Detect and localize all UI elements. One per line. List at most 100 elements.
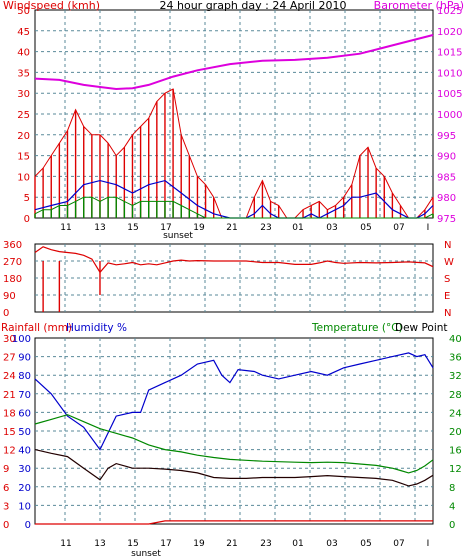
x-tick-label: 15 bbox=[127, 223, 138, 233]
compass-label: W bbox=[444, 257, 454, 268]
temp-x-ticks: 11 13 15 17 19 21 23 01 03 05 07 I bbox=[60, 539, 429, 549]
x-tick-label: 07 bbox=[393, 539, 404, 549]
humidity-axis-ticks: 0 10 20 30 40 50 60 70 80 90 100 bbox=[12, 334, 31, 531]
temperature-axis-ticks: 0 4 8 12 16 20 24 28 32 36 40 bbox=[449, 334, 462, 531]
barometer-axis-ticks: 975 980 985 990 995 1000 1005 1010 1015 1020 1025 bbox=[437, 6, 462, 225]
humidity-tick-label: 0 bbox=[25, 520, 31, 531]
direction-tick-label: 90 bbox=[3, 291, 16, 302]
wind-tick-label: 25 bbox=[17, 110, 30, 121]
wind-x-ticks: 11 13 15 17 19 21 23 01 03 05 07 I bbox=[60, 223, 429, 233]
compass-label: N bbox=[444, 240, 451, 251]
graph-title: 24 hour graph day : 24 April 2010 bbox=[160, 0, 347, 12]
x-tick-label: 17 bbox=[160, 223, 171, 233]
x-tick-label: I bbox=[427, 539, 430, 549]
barometer-tick-label: 975 bbox=[437, 214, 456, 225]
rainfall-tick-label: 3 bbox=[3, 501, 9, 512]
direction-tick-label: 180 bbox=[3, 274, 22, 285]
wind-panel: Windspeed (kmh) 24 hour graph day : 24 A… bbox=[3, 0, 464, 241]
x-tick-label: 19 bbox=[193, 539, 205, 549]
x-tick-label: 11 bbox=[60, 539, 71, 549]
x-tick-label: 13 bbox=[94, 223, 105, 233]
temperature-line bbox=[34, 414, 434, 474]
average-line bbox=[34, 179, 434, 219]
humidity-tick-label: 100 bbox=[12, 334, 31, 345]
humidity-line bbox=[34, 352, 434, 451]
wind-tick-label: 30 bbox=[17, 89, 30, 100]
temp-panel: Rainfall (mm) Humidity % Temperature (°C… bbox=[1, 322, 462, 559]
low-line bbox=[34, 196, 434, 219]
direction-line bbox=[34, 246, 434, 274]
x-tick-label: 13 bbox=[94, 539, 105, 549]
temperature-tick-label: 8 bbox=[449, 483, 455, 494]
compass-label: S bbox=[444, 274, 450, 285]
x-tick-label: 23 bbox=[260, 539, 271, 549]
x-tick-label: 21 bbox=[226, 539, 237, 549]
rainfall-axis-ticks: 0 3 6 9 12 15 18 21 24 27 30 bbox=[3, 334, 16, 531]
rainfall-tick-label: 0 bbox=[3, 520, 9, 531]
wind-tick-label: 35 bbox=[17, 68, 30, 79]
barometer-tick-label: 1020 bbox=[437, 27, 462, 38]
rainfall-tick-label: 27 bbox=[3, 353, 16, 364]
rainfall-line bbox=[35, 520, 433, 525]
humidity-tick-label: 10 bbox=[18, 501, 31, 512]
x-tick-label: 03 bbox=[326, 223, 337, 233]
dewpoint-line bbox=[34, 449, 434, 487]
barometer-tick-label: 1015 bbox=[437, 48, 462, 59]
barometer-tick-label: 985 bbox=[437, 172, 456, 183]
barometer-tick-label: 1025 bbox=[437, 6, 462, 17]
rainfall-tick-label: 24 bbox=[3, 371, 16, 382]
direction-series bbox=[34, 246, 434, 312]
temperature-axis-title: Temperature (°C) bbox=[311, 322, 403, 334]
humidity-tick-label: 20 bbox=[18, 483, 31, 494]
barometer-line bbox=[34, 34, 434, 91]
temp-series bbox=[34, 352, 434, 525]
wind-tick-label: 15 bbox=[17, 152, 30, 163]
x-tick-label: 07 bbox=[393, 223, 404, 233]
rainfall-tick-label: 30 bbox=[3, 334, 16, 345]
rainfall-tick-label: 9 bbox=[3, 464, 9, 475]
temperature-tick-label: 20 bbox=[449, 427, 462, 438]
temperature-tick-label: 16 bbox=[449, 446, 462, 457]
direction-tick-label: 0 bbox=[3, 308, 9, 319]
humidity-tick-label: 70 bbox=[18, 390, 31, 401]
barometer-tick-label: 995 bbox=[437, 131, 456, 142]
barometer-tick-label: 1000 bbox=[437, 110, 462, 121]
x-tick-label: 15 bbox=[127, 539, 138, 549]
x-tick-label: I bbox=[427, 223, 430, 233]
temperature-tick-label: 24 bbox=[449, 408, 462, 419]
temperature-tick-label: 12 bbox=[449, 464, 462, 475]
barometer-tick-label: 1010 bbox=[437, 68, 462, 79]
rainfall-tick-label: 18 bbox=[3, 408, 16, 419]
humidity-tick-label: 90 bbox=[18, 353, 31, 364]
temperature-tick-label: 40 bbox=[449, 334, 462, 345]
rainfall-tick-label: 21 bbox=[3, 390, 16, 401]
wind-grid bbox=[35, 10, 433, 218]
x-tick-label: 05 bbox=[360, 539, 371, 549]
wind-series bbox=[34, 34, 434, 219]
x-tick-label: 17 bbox=[160, 539, 171, 549]
wind-tick-label: 10 bbox=[17, 172, 30, 183]
direction-axis-ticks: 0 90 180 270 360 bbox=[3, 240, 22, 319]
barometer-tick-label: 990 bbox=[437, 152, 456, 163]
dewpoint-axis-title: Dew Point bbox=[395, 322, 448, 334]
barometer-axis-title: Barometer (hPa) bbox=[374, 0, 464, 12]
humidity-tick-label: 30 bbox=[18, 464, 31, 475]
humidity-tick-label: 40 bbox=[18, 446, 31, 457]
x-tick-label: 23 bbox=[260, 223, 271, 233]
temperature-tick-label: 0 bbox=[449, 520, 455, 531]
humidity-tick-label: 50 bbox=[18, 427, 31, 438]
wind-tick-label: 5 bbox=[24, 193, 30, 204]
temperature-tick-label: 36 bbox=[449, 353, 462, 364]
sunset-label-bottom: sunset bbox=[131, 549, 161, 559]
wind-tick-label: 40 bbox=[17, 48, 30, 59]
x-tick-label: 03 bbox=[326, 539, 337, 549]
x-tick-label: 01 bbox=[292, 539, 303, 549]
humidity-axis-title: Humidity % bbox=[66, 322, 127, 334]
rainfall-tick-label: 15 bbox=[3, 427, 16, 438]
x-tick-label: 19 bbox=[193, 223, 205, 233]
x-tick-label: 05 bbox=[360, 223, 371, 233]
rainfall-tick-label: 6 bbox=[3, 483, 9, 494]
